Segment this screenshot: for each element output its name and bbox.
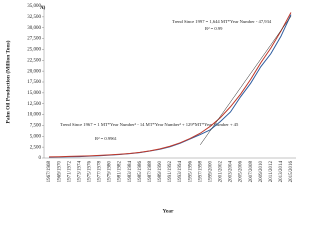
y-tick-label: 15,000 <box>27 91 41 96</box>
y-tick-label: 10,000 <box>27 113 41 118</box>
series-line <box>200 16 292 145</box>
y-tick-label: 12,500 <box>27 102 41 107</box>
x-axis-title: Year <box>163 208 175 214</box>
x-tick-label: 2015/2016 <box>289 161 294 183</box>
x-tick-label: 1987/1988 <box>148 161 153 183</box>
x-tick-label: 1977/1978 <box>98 161 103 183</box>
y-tick-label: 2,500 <box>30 145 42 150</box>
x-tick-label: 2003/2004 <box>229 161 234 183</box>
x-tick-label: 1967/1968 <box>47 161 52 183</box>
y-tick-label: 35,000 <box>27 4 41 9</box>
x-tick-label: 1999/2000 <box>208 161 213 183</box>
x-tick-label: 1995/1996 <box>188 161 193 183</box>
x-tick-label: 1979/1980 <box>108 161 113 183</box>
x-tick-label: 2013/2014 <box>279 161 284 183</box>
y-tick-label: 17,500 <box>27 80 41 85</box>
panel-label: A) <box>40 6 46 11</box>
x-tick-label: 2005/2006 <box>239 161 244 183</box>
x-tick-label: 1997/1998 <box>198 161 203 183</box>
series-line <box>49 14 292 158</box>
annotation: R² = 0.99 <box>205 26 223 31</box>
x-tick-label: 1985/1986 <box>138 161 143 183</box>
x-tick-label: 1991/1992 <box>168 161 173 183</box>
annotation: Trend Since 1967 = 1 MT*Year Number³ - 1… <box>60 122 239 127</box>
y-tick-label: 22,500 <box>27 58 41 63</box>
x-tick-label: 1971/1972 <box>67 161 72 183</box>
x-tick-label: 1973/1974 <box>77 161 82 183</box>
x-tick-label: 1983/1984 <box>128 161 133 183</box>
chart: A) Palm Oil Production (Million Tons) Ye… <box>4 4 296 214</box>
x-tick-label: 1993/1994 <box>178 161 183 183</box>
y-tick-label: 20,000 <box>27 69 41 74</box>
y-tick-label: 30,000 <box>27 26 41 31</box>
annotation: Trend Since 1997 = 1,644 MT*Year Number … <box>172 19 272 25</box>
x-tick-label: 2007/2008 <box>249 161 254 183</box>
y-tick-label: 0 <box>39 156 42 161</box>
series-line <box>49 12 292 158</box>
y-tick-label: 27,500 <box>27 37 41 42</box>
x-tick-label: 2009/2010 <box>259 161 264 183</box>
y-tick-label: 32,500 <box>27 15 41 20</box>
x-tick-label: 1975/1976 <box>88 161 93 183</box>
x-tick-label: 2011/2012 <box>269 161 274 183</box>
y-tick-label: 7,500 <box>30 124 42 129</box>
x-tick-label: 1989/1990 <box>158 161 163 183</box>
y-tick-label: 5,000 <box>30 134 42 139</box>
x-tick-label: 2001/2002 <box>219 161 224 183</box>
annotation: R² = 0.9961 <box>95 136 118 141</box>
x-tick-label: 1981/1982 <box>118 161 123 183</box>
y-tick-label: 25,000 <box>27 48 41 53</box>
x-tick-label: 1969/1970 <box>57 161 62 183</box>
y-axis-title: Palm Oil Production (Million Tons) <box>4 40 11 123</box>
